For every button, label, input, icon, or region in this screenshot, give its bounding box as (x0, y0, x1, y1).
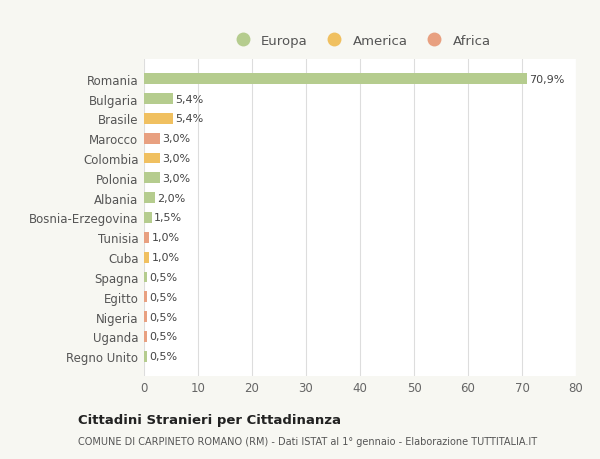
Text: 0,5%: 0,5% (149, 352, 177, 362)
Text: 5,4%: 5,4% (175, 94, 203, 104)
Text: 70,9%: 70,9% (529, 74, 565, 84)
Bar (144, 213, 152, 224)
Bar (144, 74, 527, 85)
Text: 0,5%: 0,5% (149, 292, 177, 302)
Text: 0,5%: 0,5% (149, 312, 177, 322)
Text: 1,0%: 1,0% (152, 233, 179, 243)
Bar (144, 193, 155, 204)
Bar (144, 252, 149, 263)
Bar (144, 134, 160, 144)
Bar (144, 232, 149, 243)
Text: 1,0%: 1,0% (152, 252, 179, 263)
Bar (144, 94, 173, 105)
Text: 0,5%: 0,5% (149, 332, 177, 342)
Text: 3,0%: 3,0% (163, 134, 190, 144)
Bar (144, 351, 146, 362)
Bar (144, 292, 146, 302)
Bar (144, 312, 146, 322)
Text: COMUNE DI CARPINETO ROMANO (RM) - Dati ISTAT al 1° gennaio - Elaborazione TUTTIT: COMUNE DI CARPINETO ROMANO (RM) - Dati I… (78, 436, 537, 446)
Text: 2,0%: 2,0% (157, 193, 185, 203)
Bar (144, 272, 146, 283)
Bar (144, 114, 173, 124)
Text: 1,5%: 1,5% (154, 213, 182, 223)
Legend: Europa, America, Africa: Europa, America, Africa (229, 34, 491, 48)
Text: 5,4%: 5,4% (175, 114, 203, 124)
Bar (144, 331, 146, 342)
Text: 3,0%: 3,0% (163, 154, 190, 164)
Bar (144, 173, 160, 184)
Bar (144, 153, 160, 164)
Text: Cittadini Stranieri per Cittadinanza: Cittadini Stranieri per Cittadinanza (78, 413, 341, 426)
Text: 0,5%: 0,5% (149, 272, 177, 282)
Text: 3,0%: 3,0% (163, 174, 190, 184)
